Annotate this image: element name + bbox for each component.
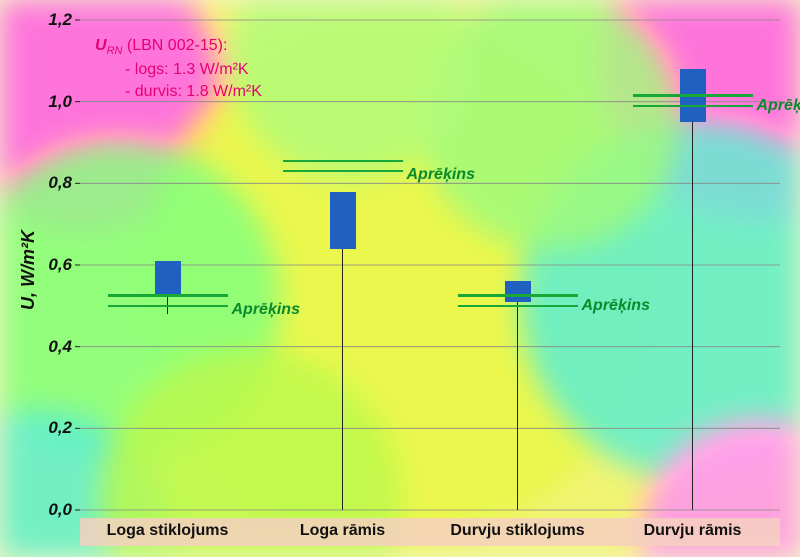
aprekins-marker xyxy=(633,105,753,108)
y-tick-label: 0,2 xyxy=(26,418,72,438)
aprekins-label: Aprēķins xyxy=(232,301,300,319)
y-tick-label: 1,2 xyxy=(26,10,72,30)
annotation-line: - logs: 1.3 W/m²K xyxy=(95,59,262,81)
x-tick-label: Durvju rāmis xyxy=(644,522,742,540)
chart-layer: 0,00,20,40,60,81,01,2U, W/m²KLoga stiklo… xyxy=(0,0,800,557)
urn-annotation: URN (LBN 002-15): - logs: 1.3 W/m²K- durv… xyxy=(95,35,262,102)
x-tick-label: Loga stiklojums xyxy=(107,522,229,540)
y-tick-label: 1,0 xyxy=(26,92,72,112)
x-tick-label: Durvju stiklojums xyxy=(450,522,584,540)
annotation-line: - durvis: 1.8 W/m²K xyxy=(95,81,262,103)
range-bar xyxy=(155,261,181,294)
aprekins-marker xyxy=(108,294,228,297)
range-bar xyxy=(505,281,531,301)
aprekins-marker xyxy=(458,305,578,308)
aprekins-label: Aprēķins xyxy=(582,297,650,315)
chart-stage: 0,00,20,40,60,81,01,2U, W/m²KLoga stiklo… xyxy=(0,0,800,557)
aprekins-marker xyxy=(283,160,403,163)
y-axis-label: U, W/m²K xyxy=(18,230,39,310)
aprekins-marker xyxy=(458,294,578,297)
aprekins-label: Aprēķins xyxy=(407,166,475,184)
aprekins-marker xyxy=(633,94,753,97)
x-tick-label: Loga rāmis xyxy=(300,522,385,540)
y-tick-label: 0,4 xyxy=(26,337,72,357)
error-stem xyxy=(342,249,343,510)
annotation-title: URN (LBN 002-15): xyxy=(95,37,227,54)
y-tick-label: 0,8 xyxy=(26,173,72,193)
error-stem xyxy=(692,122,693,510)
aprekins-label: Aprēķins xyxy=(757,97,800,115)
y-tick-label: 0,0 xyxy=(26,500,72,520)
error-stem xyxy=(517,302,518,510)
aprekins-marker xyxy=(108,305,228,308)
range-bar xyxy=(330,192,356,249)
aprekins-marker xyxy=(283,170,403,173)
